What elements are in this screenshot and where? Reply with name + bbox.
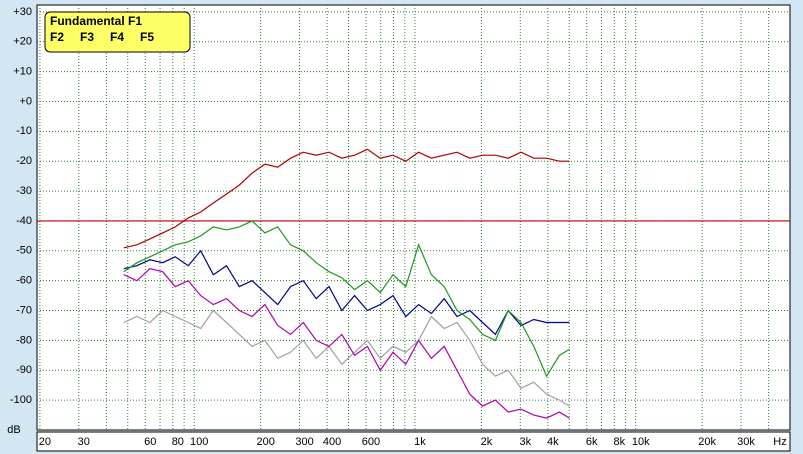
- y-tick-label: -20: [16, 155, 32, 167]
- x-tick-label: 80: [172, 436, 184, 448]
- legend: Fundamental F1 F2 F3 F4 F5: [44, 11, 191, 53]
- x-tick-label: 3k: [519, 436, 531, 448]
- y-tick-label: -60: [16, 275, 32, 287]
- y-tick-label: -90: [16, 364, 32, 376]
- legend-entry: Fundamental F1: [50, 14, 142, 28]
- y-tick-label: +30: [13, 6, 32, 18]
- x-tick-label: 6k: [586, 436, 598, 448]
- y-tick-label: -100: [10, 394, 32, 406]
- legend-entry: F2: [50, 30, 64, 44]
- legend-entry: F4: [110, 30, 124, 44]
- x-tick-label: 10k: [632, 436, 650, 448]
- x-tick-label: 200: [256, 436, 274, 448]
- x-axis-strip: [36, 431, 791, 452]
- y-tick-label: +20: [13, 36, 32, 48]
- lines: [123, 148, 570, 419]
- y-tick-label: -50: [16, 245, 32, 257]
- x-tick-label: 100: [190, 436, 208, 448]
- plot-area: [36, 4, 791, 431]
- y-tick-label: +0: [19, 95, 32, 107]
- series-line: [123, 268, 570, 419]
- x-tick-label: 30k: [737, 436, 755, 448]
- grid: [37, 5, 790, 430]
- x-tick-label: 4k: [547, 436, 559, 448]
- x-tick-label: 1k: [414, 436, 426, 448]
- series-line: [123, 249, 570, 336]
- y-tick-label: -30: [16, 185, 32, 197]
- series-line: [123, 148, 570, 249]
- x-tick-label: 60: [144, 436, 156, 448]
- x-tick-label: 2k: [481, 436, 493, 448]
- x-tick-label: 30: [78, 436, 90, 448]
- legend-box: [44, 11, 191, 53]
- y-tick-label: +10: [13, 66, 32, 78]
- legend-entry: F5: [140, 30, 154, 44]
- y-tick-label: -80: [16, 334, 32, 346]
- legend-entry: F3: [80, 30, 94, 44]
- x-tick-label: 400: [323, 436, 341, 448]
- x-tick-label: 600: [362, 436, 380, 448]
- x-tick-label: 20: [39, 436, 51, 448]
- x-tick-label: 20k: [698, 436, 716, 448]
- series-line: [123, 220, 570, 378]
- y-tick-label: -70: [16, 304, 32, 316]
- y-axis-label: dB: [7, 424, 20, 436]
- x-tick-label: 8k: [614, 436, 626, 448]
- x-tick-label: 300: [295, 436, 313, 448]
- y-tick-label: -40: [16, 215, 32, 227]
- y-tick-label: -10: [16, 125, 32, 137]
- x-axis-label: Hz: [773, 436, 786, 448]
- series-line: [123, 309, 570, 407]
